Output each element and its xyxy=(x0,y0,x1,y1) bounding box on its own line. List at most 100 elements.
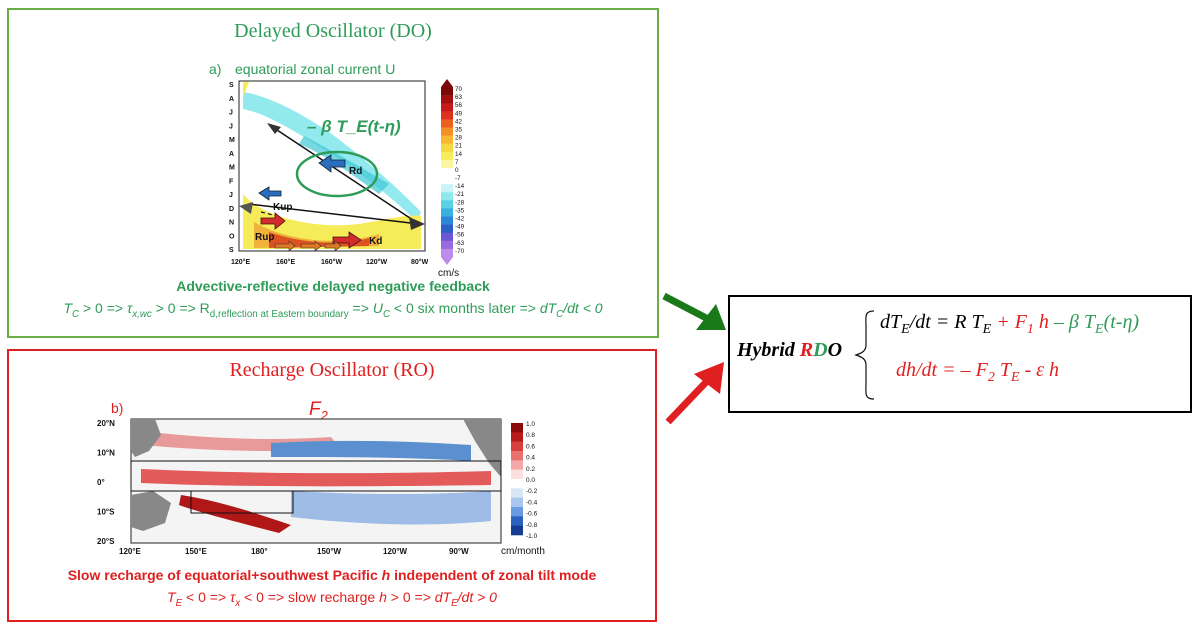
month-tick-label: J xyxy=(229,123,233,130)
ro-colorbar-swatch xyxy=(511,497,523,508)
southwest-positive-core xyxy=(179,495,291,533)
connector-arrows xyxy=(662,292,726,425)
do-map-title: equatorial zonal current U xyxy=(235,61,395,77)
ro-panel-label: b) xyxy=(111,400,123,416)
rossby-path-arrowhead xyxy=(267,123,281,134)
ro-colorbar-tick: 0.4 xyxy=(526,455,535,462)
do-colorbar-bottom-cap xyxy=(441,257,453,265)
asia-land xyxy=(131,419,161,457)
do-colorbar-tick: 56 xyxy=(455,102,463,109)
month-tick-label: J xyxy=(229,110,233,117)
ro-colorbar-tick: 0.0 xyxy=(526,477,535,484)
ro-colorbar-tick: 0.6 xyxy=(526,443,535,450)
do-colorbar-top-cap xyxy=(441,79,453,87)
month-tick-label: J xyxy=(229,192,233,199)
ro-colorbar-swatch xyxy=(511,441,523,452)
do-colorbar-tick: 42 xyxy=(455,118,463,125)
ro-colorbar-tick: 0.8 xyxy=(526,432,535,439)
ro-colorbar-swatch xyxy=(511,525,523,536)
do-colorbar-swatch xyxy=(441,208,453,217)
lat-tick-label: 20°N xyxy=(97,419,115,428)
month-tick-label: S xyxy=(229,247,234,254)
lat-tick-label: 20°S xyxy=(97,537,115,546)
hybrid-rdo-box: Hybrid RDO dTE/dt = R TE + F1 h – β TE(t… xyxy=(728,295,1192,413)
month-tick-label: O xyxy=(229,233,235,240)
month-tick-label: N xyxy=(229,220,234,227)
do-colorbar-tick: -56 xyxy=(455,232,465,239)
america-land xyxy=(463,419,501,477)
ro-colorbar-swatch xyxy=(511,488,523,498)
ro-colorbar-swatch xyxy=(511,423,523,433)
negative-current-band xyxy=(243,92,421,222)
do-colorbar-tick: 28 xyxy=(455,135,463,142)
do-colorbar-swatch xyxy=(441,176,453,185)
ro-title: Recharge Oscillator (RO) xyxy=(229,359,435,381)
do-colorbar-tick: 0 xyxy=(455,167,459,174)
month-tick-label: M xyxy=(229,137,235,144)
rossby-path-line xyxy=(273,127,420,225)
equation-brace xyxy=(854,310,875,400)
do-colorbar-tick: -21 xyxy=(455,191,465,198)
do-colorbar-swatch xyxy=(441,224,453,234)
do-colorbar-swatch xyxy=(441,240,453,250)
ro-lon-tick-label: 150°E xyxy=(185,547,208,556)
do-colorbar-swatch xyxy=(441,119,453,128)
red-arrow-shaft xyxy=(665,375,713,425)
lat-tick-label: 10°N xyxy=(97,449,115,458)
lon-tick-label: 80°W xyxy=(411,258,429,266)
do-colorbar-swatch xyxy=(441,103,453,112)
equatorial-current-map: a) equatorial zonal current U – β T_E(t-… xyxy=(209,61,465,279)
month-tick-label: S xyxy=(229,82,234,89)
ro-colorbar-swatch xyxy=(511,479,523,489)
ro-colorbar-tick: -0.4 xyxy=(526,499,538,506)
do-colorbar-tick: -35 xyxy=(455,207,465,214)
ro-colorbar-swatch xyxy=(511,516,523,526)
lat-tick-label: 10°S xyxy=(97,508,115,517)
do-colorbar-tick: -49 xyxy=(455,224,465,231)
kup-label: Kup xyxy=(273,202,292,213)
ro-colorbar-tick: -0.8 xyxy=(526,522,538,529)
do-panel-label: a) xyxy=(209,61,221,77)
do-colorbar-tick: 14 xyxy=(455,151,463,158)
do-colorbar-swatch xyxy=(441,232,453,242)
ro-colorbar-tick: -1.0 xyxy=(526,533,538,540)
recharge-oscillator-panel: Recharge Oscillator (RO) b) F2 20°N 10°N 0… xyxy=(7,349,657,622)
do-colorbar-swatch xyxy=(441,95,453,104)
ro-map-title: F2 xyxy=(309,399,329,423)
do-colorbar-swatch xyxy=(441,200,453,209)
top-yellow-patch xyxy=(243,82,249,98)
do-colorbar-swatch xyxy=(441,159,453,169)
do-colorbar-swatch xyxy=(441,111,453,120)
ro-colorbar-tick: -0.6 xyxy=(526,511,538,518)
ro-colorbar-swatch xyxy=(511,469,523,480)
small-orange-arrows xyxy=(274,240,342,252)
do-colorbar-swatch xyxy=(441,216,453,225)
do-colorbar-tick: 70 xyxy=(455,86,463,93)
do-colorbar-swatch xyxy=(441,87,453,96)
ro-colorbar-tick: -0.2 xyxy=(526,488,538,495)
kelvin-path-arrowhead xyxy=(409,217,425,230)
month-tick-label: F xyxy=(229,178,234,185)
do-colorbar-swatch xyxy=(441,151,453,161)
ro-latitude-axis: 20°N 10°N 0° 10°S 20°S xyxy=(97,419,115,546)
ro-colorbar-tick: 1.0 xyxy=(526,421,535,428)
do-longitude-axis: 120°E 160°E 160°W 120°W 80°W xyxy=(231,258,429,266)
maritime-continent-land xyxy=(131,491,171,531)
north-negative-band xyxy=(271,440,471,461)
do-colorbar-tick: -70 xyxy=(455,248,465,255)
ro-caption: Slow recharge of equatorial+southwest Pa… xyxy=(67,567,597,583)
do-colorbar-tick: -14 xyxy=(455,183,465,190)
rd-label: Rd xyxy=(349,166,362,177)
ro-colorbar-swatch xyxy=(511,460,523,470)
reflection-dash xyxy=(260,211,278,217)
ro-unit-label: cm/month xyxy=(501,546,545,557)
do-colorbar-tick: -28 xyxy=(455,199,465,206)
month-tick-label: D xyxy=(229,206,234,213)
temperature-equation: dTE/dt = R TE + F1 h – β TE(t-η) xyxy=(880,311,1140,337)
ro-colorbar: 1.0 0.8 0.6 0.4 0.2 0.0 -0.2 -0.4 -0.6 -0.8 -1.0 xyxy=(511,421,538,540)
do-colorbar-swatch xyxy=(441,167,453,177)
ro-colorbar-tick: 0.2 xyxy=(526,466,535,473)
do-colorbar-tick: 49 xyxy=(455,110,463,117)
do-colorbar: 70635649423528211470-7-14-21-28-35-42-49… xyxy=(441,79,465,265)
